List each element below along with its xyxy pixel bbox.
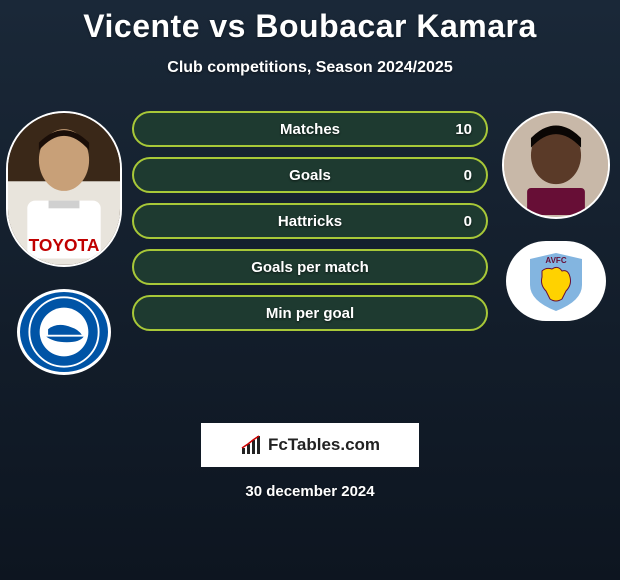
subtitle: Club competitions, Season 2024/2025	[167, 59, 452, 77]
stat-label: Goals per match	[251, 259, 369, 276]
site-logo: FcTables.com	[201, 423, 419, 467]
club-left-logo	[17, 289, 111, 375]
stats-list: Matches 10 Goals 0 Hattricks 0 Goals per…	[120, 111, 500, 375]
stat-label: Matches	[280, 121, 340, 138]
date-text: 30 december 2024	[245, 483, 374, 500]
page-title: Vicente vs Boubacar Kamara	[83, 8, 537, 45]
stat-label: Hattricks	[278, 213, 342, 230]
main-content: TOYOTA Matches 10 Goals	[0, 111, 620, 375]
stat-value-right: 10	[455, 121, 472, 138]
svg-text:AVFC: AVFC	[545, 256, 566, 265]
stat-value-right: 0	[464, 167, 472, 184]
player-left-avatar: TOYOTA	[6, 111, 122, 267]
chart-icon	[240, 434, 264, 456]
logo-text: FcTables.com	[268, 435, 380, 455]
stat-row: Matches 10	[132, 111, 488, 147]
club-right-logo: AVFC	[506, 241, 606, 321]
stat-row: Goals 0	[132, 157, 488, 193]
left-side: TOYOTA	[0, 111, 120, 375]
stat-label: Min per goal	[266, 305, 354, 322]
right-side: AVFC	[500, 111, 620, 375]
player-right-avatar	[502, 111, 610, 219]
stat-row: Goals per match	[132, 249, 488, 285]
stat-value-right: 0	[464, 213, 472, 230]
svg-text:TOYOTA: TOYOTA	[29, 235, 100, 255]
stat-label: Goals	[289, 167, 331, 184]
stat-row: Hattricks 0	[132, 203, 488, 239]
stat-row: Min per goal	[132, 295, 488, 331]
